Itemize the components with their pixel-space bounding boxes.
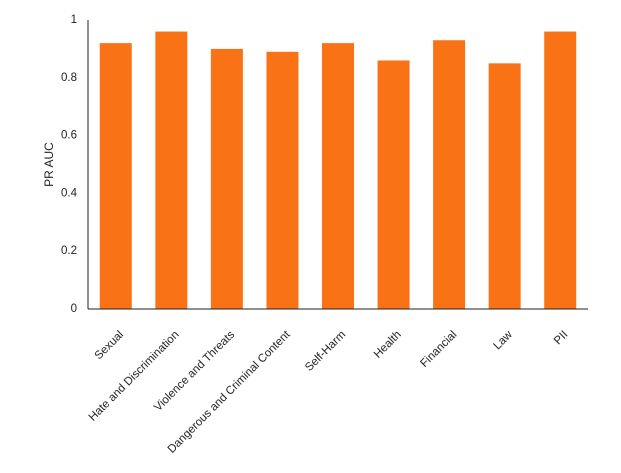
bar [99, 43, 132, 310]
x-tick-label: Health [372, 329, 404, 361]
x-tick-label: Dangerous and Criminal Content [166, 328, 293, 455]
axes [87, 20, 588, 310]
y-tick-label: 0.6 [61, 130, 77, 142]
bar [433, 40, 466, 309]
y-tick-label: 1 [71, 14, 77, 26]
bar [266, 51, 299, 309]
bar [155, 31, 188, 310]
y-axis-ticks: 0 0.2 0.4 0.6 0.8 1 [61, 14, 78, 315]
x-tick-label: Sexual [93, 329, 126, 362]
bar [322, 43, 354, 310]
y-tick-label: 0 [71, 303, 77, 315]
x-tick-label: Law [492, 328, 516, 352]
bar [488, 63, 521, 309]
bar [210, 48, 243, 310]
y-tick-label: 0.2 [61, 245, 77, 257]
x-tick-label: PII [552, 329, 570, 347]
bar [544, 31, 577, 310]
x-tick-label: Hate and Discrimination [87, 329, 182, 424]
bars [99, 31, 577, 310]
y-tick-label: 0.4 [61, 187, 78, 199]
y-tick-label: 0.8 [61, 72, 77, 84]
x-tick-label: Financial [418, 329, 459, 370]
y-axis-title: PR AUC [42, 142, 56, 187]
x-tick-label: Self-Harm [303, 329, 348, 374]
bar [377, 60, 410, 310]
